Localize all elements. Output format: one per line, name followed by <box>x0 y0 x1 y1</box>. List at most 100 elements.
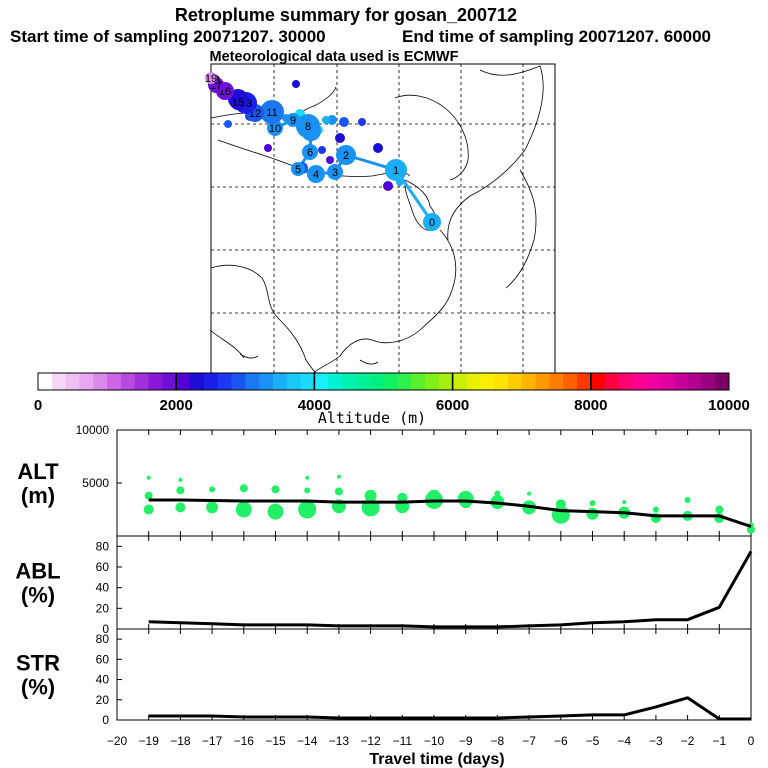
panel-ylabel: ABL <box>15 559 60 584</box>
plume-particle <box>373 143 383 153</box>
x-tick-label: −3 <box>649 734 663 748</box>
map-panel: 012345678910111213141516171819 <box>205 63 556 376</box>
x-tick-label: −13 <box>329 734 350 748</box>
altitude-particle <box>143 504 154 515</box>
colorbar-cell <box>604 373 619 390</box>
trajectory-node <box>205 72 217 84</box>
coastline-west <box>209 329 245 359</box>
colorbar-cell <box>342 373 357 390</box>
plume-particle <box>383 181 393 191</box>
x-tick-label: 0 <box>748 734 755 748</box>
start-time-label: Start time of sampling 20071207. 30000 <box>10 27 326 46</box>
colorbar-cell <box>162 373 177 390</box>
colorbar-frame <box>37 372 730 391</box>
colorbar-cell <box>51 373 67 390</box>
x-tick-label: −5 <box>586 734 600 748</box>
colorbar-cell <box>107 373 122 390</box>
x-tick-label: −8 <box>491 734 505 748</box>
colorbar-cell <box>494 373 509 390</box>
panel-alt: 5000 10000 ALT(m) <box>17 423 755 537</box>
altitude-particle <box>305 475 310 480</box>
plume-particle <box>326 156 334 164</box>
plume-particle <box>322 116 330 124</box>
colorbar-cell <box>659 373 675 390</box>
colorbar-cell <box>65 373 80 390</box>
trajectory-node <box>385 159 407 181</box>
colorbar-cell <box>466 373 481 390</box>
colorbar-cell <box>176 373 191 390</box>
colorbar-tick-label: 2000 <box>160 397 193 414</box>
colorbar-cell <box>369 373 384 390</box>
meteo-label: Meteorological data used is ECMWF <box>210 49 459 65</box>
trajectory-node <box>423 213 441 231</box>
map-gridlines <box>211 64 555 375</box>
colorbar-cell <box>646 373 661 390</box>
colorbar-cell <box>148 373 163 390</box>
altitude-particle <box>271 485 280 494</box>
y-tick-label: 40 <box>96 673 110 687</box>
trajectory-node <box>267 120 283 136</box>
colorbar: 0 2000 4000 6000 8000 10000 Altitude (m) <box>34 372 750 427</box>
altitude-particle <box>209 486 216 493</box>
panel-frame <box>116 535 752 630</box>
trajectory-node <box>286 113 300 127</box>
colorbar-cell <box>120 373 136 390</box>
colorbar-cells <box>38 373 730 390</box>
trajectory-node <box>291 162 305 176</box>
plume-particle <box>292 80 300 88</box>
x-tick-label: −16 <box>234 734 255 748</box>
coastline-ne <box>394 94 469 181</box>
y-tick-label: 20 <box>96 693 110 707</box>
colorbar-cell <box>300 373 315 390</box>
colorbar-cell <box>383 373 398 390</box>
altitude-particle <box>555 499 566 510</box>
coastlines <box>209 65 544 376</box>
trajectory-node-label: 9 <box>290 115 296 127</box>
colorbar-cell <box>687 373 702 390</box>
altitude-particle <box>267 503 284 520</box>
coastline-south <box>310 229 457 376</box>
colorbar-cell <box>328 373 343 390</box>
altitude-particle <box>397 492 408 503</box>
colorbar-cell <box>231 373 246 390</box>
plume-particle <box>318 146 326 154</box>
colorbar-cell <box>134 373 149 390</box>
trajectory-nodes: 012345678910111213141516171819 <box>205 72 441 231</box>
trajectory-node-label: 2 <box>343 150 349 162</box>
plume-particle <box>224 120 232 128</box>
colorbar-cell <box>507 373 523 390</box>
time-series-panels: 500010000ALT(m)020406080ABL(%)020406080S… <box>15 423 755 768</box>
altitude-particle <box>684 496 691 503</box>
altitude-particle <box>652 506 659 513</box>
x-tick-label: −10 <box>424 734 445 748</box>
plume-particle <box>264 144 272 152</box>
y-tick-label: 60 <box>96 560 110 574</box>
coastline-east <box>447 65 544 241</box>
colorbar-cell <box>314 373 329 390</box>
colorbar-cell <box>38 373 53 390</box>
colorbar-cell <box>701 373 716 390</box>
x-tick-label: −17 <box>202 734 223 748</box>
colorbar-cell <box>521 373 536 390</box>
y-tick-label: 10000 <box>76 423 110 437</box>
series-line-alt <box>148 498 752 528</box>
colorbar-cell <box>355 373 371 390</box>
trajectory-node-label: 19 <box>205 73 217 85</box>
coastline-sw <box>210 264 319 376</box>
colorbar-cell <box>715 373 730 390</box>
y-tick-label: 80 <box>96 632 110 646</box>
end-time-label: End time of sampling 20071207. 60000 <box>402 27 711 46</box>
x-tick-label: −9 <box>459 734 473 748</box>
trajectory-node-label: 1 <box>393 165 399 177</box>
y-tick-label: 5000 <box>82 476 109 490</box>
altitude-particle <box>178 477 183 482</box>
trajectory-node <box>260 100 284 124</box>
trajectory-node-label: 4 <box>313 169 319 181</box>
colorbar-cell <box>286 373 301 390</box>
trajectory-node-label: 5 <box>295 164 301 176</box>
y-tick-label: 40 <box>96 581 110 595</box>
colorbar-cell <box>549 373 564 390</box>
y-tick-label: 20 <box>96 601 110 615</box>
colorbar-cell <box>397 373 412 390</box>
